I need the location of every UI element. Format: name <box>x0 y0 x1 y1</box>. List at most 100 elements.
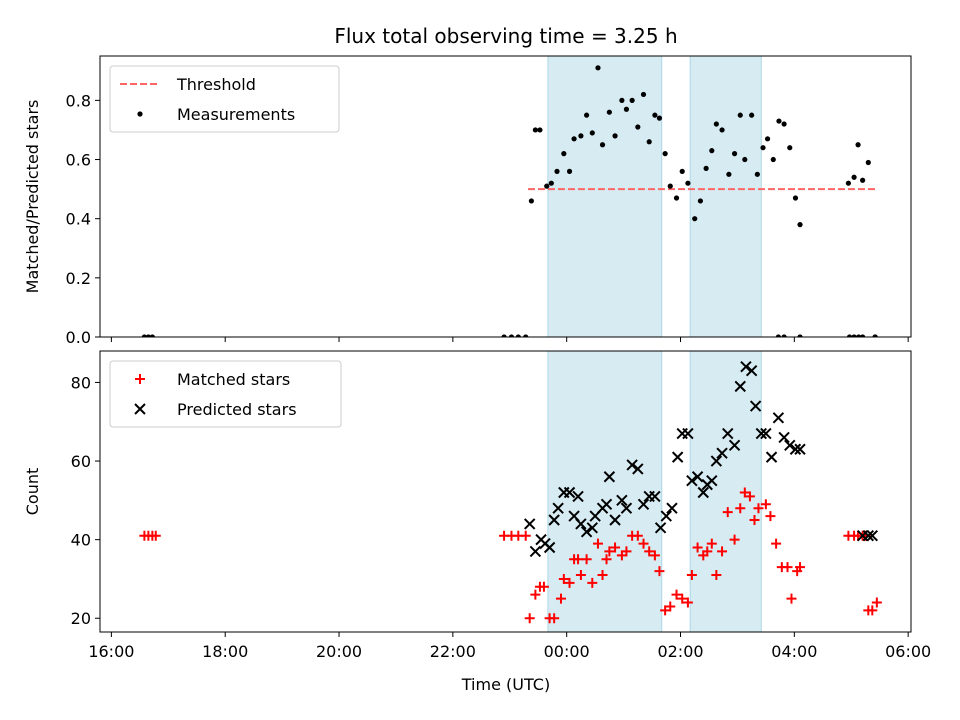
data-point <box>722 427 734 440</box>
data-point <box>646 139 652 145</box>
data-point <box>621 546 632 557</box>
data-point <box>786 593 797 604</box>
data-point <box>587 577 598 588</box>
data-point <box>644 546 655 557</box>
data-point <box>764 136 771 142</box>
data-point <box>586 522 598 534</box>
data-point <box>667 183 673 189</box>
data-point <box>571 136 577 142</box>
data-point <box>691 471 704 483</box>
data-point <box>649 550 660 561</box>
data-point <box>760 145 766 151</box>
data-point <box>606 109 612 115</box>
data-point <box>558 573 569 584</box>
data-point <box>666 502 678 514</box>
panel-frame <box>99 55 912 338</box>
data-point <box>729 534 740 545</box>
legend-swatch <box>135 374 145 384</box>
data-point <box>635 124 641 130</box>
data-point <box>686 474 698 487</box>
data-point <box>866 530 879 542</box>
data-point <box>851 174 857 180</box>
observing-window-1 <box>547 56 663 337</box>
data-point <box>673 195 680 201</box>
data-point <box>573 554 584 565</box>
x-tick-label: 22:00 <box>430 642 476 661</box>
legend-entry-label: Predicted stars <box>177 400 297 419</box>
x-axis-label: Time (UTC) <box>461 675 550 694</box>
data-point <box>754 171 760 177</box>
data-point <box>735 503 746 514</box>
data-point <box>578 133 584 139</box>
data-point <box>595 65 601 71</box>
data-point <box>603 471 616 483</box>
data-point <box>778 431 790 444</box>
data-point <box>640 91 647 98</box>
data-point <box>537 127 543 133</box>
y-tick-label: 40 <box>71 531 91 550</box>
y-axis-label: Count <box>23 468 42 516</box>
data-point <box>731 151 738 157</box>
panel-frame <box>99 350 912 633</box>
data-point <box>797 222 803 228</box>
data-point <box>575 518 587 530</box>
data-point <box>682 427 694 440</box>
series-matched-stars <box>139 487 882 624</box>
data-point <box>722 507 733 518</box>
data-point <box>649 490 661 503</box>
data-point <box>620 502 633 514</box>
data-point <box>554 168 560 174</box>
data-point <box>604 546 615 557</box>
data-point <box>501 334 507 337</box>
data-point <box>772 412 785 424</box>
data-point <box>584 112 590 118</box>
data-point <box>706 474 718 487</box>
observing-window-2 <box>689 56 762 337</box>
data-point <box>623 106 630 112</box>
data-point <box>709 148 715 154</box>
data-point <box>706 538 717 549</box>
data-point <box>632 463 644 475</box>
data-point <box>654 566 665 577</box>
panel-plot-area <box>141 56 878 337</box>
y-tick-label: 0.8 <box>66 91 91 110</box>
data-point <box>555 593 566 604</box>
data-point <box>580 526 593 538</box>
series-predicted-stars <box>523 361 879 558</box>
data-point <box>575 570 586 581</box>
x-tick-label: 02:00 <box>657 642 703 661</box>
data-point <box>697 198 704 204</box>
data-point <box>508 334 515 337</box>
data-point <box>572 490 584 503</box>
panel-count: 20 40 60 80 16:00 18:00 20:00 22:00 00:00 02:00 04… <box>23 350 931 661</box>
panel-plot-area <box>139 351 882 632</box>
data-point <box>737 112 743 118</box>
data-point <box>616 494 628 507</box>
data-point <box>524 613 535 624</box>
data-point <box>677 593 688 604</box>
x-tick-label: 18:00 <box>202 642 248 661</box>
data-point <box>549 613 560 624</box>
data-point <box>865 159 871 166</box>
legend-swatch <box>134 403 146 415</box>
y-tick-label: 0.6 <box>66 151 91 170</box>
data-point <box>538 581 549 592</box>
data-point <box>679 168 685 174</box>
legend-entry-label: Measurements <box>177 105 295 124</box>
data-point <box>692 216 698 222</box>
data-point <box>717 546 728 557</box>
series-measurements <box>141 65 878 337</box>
data-point <box>862 530 875 542</box>
y-tick-label: 0.4 <box>66 210 91 229</box>
data-point <box>710 455 723 467</box>
data-point <box>726 171 732 177</box>
y-tick-label: 80 <box>71 373 91 392</box>
data-point <box>599 142 606 148</box>
data-point <box>671 451 684 463</box>
data-point <box>544 183 550 189</box>
data-point <box>782 562 793 573</box>
data-point <box>739 487 750 498</box>
data-point <box>742 156 748 163</box>
data-point <box>685 180 691 186</box>
